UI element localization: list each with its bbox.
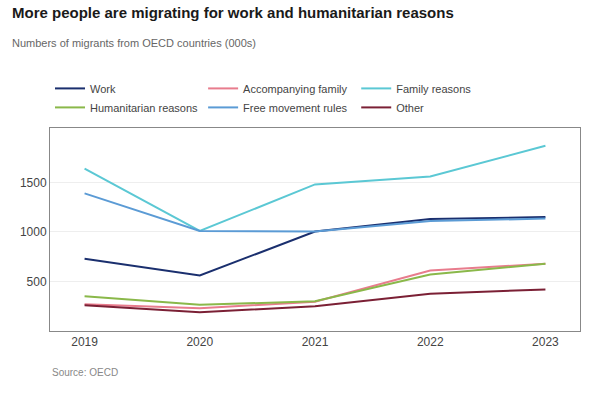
svg-text:2020: 2020 (186, 335, 213, 349)
svg-text:1000: 1000 (20, 225, 47, 239)
svg-text:2019: 2019 (71, 335, 98, 349)
svg-text:Humanitarian reasons: Humanitarian reasons (90, 102, 198, 114)
svg-text:More people are migrating for: More people are migrating for work and h… (12, 4, 454, 21)
svg-text:2023: 2023 (532, 335, 559, 349)
svg-text:Source: OECD: Source: OECD (52, 367, 118, 378)
svg-text:Other: Other (396, 102, 424, 114)
svg-text:Family reasons: Family reasons (396, 83, 471, 95)
svg-text:2021: 2021 (302, 335, 329, 349)
svg-text:Free movement rules: Free movement rules (243, 102, 347, 114)
svg-text:Work: Work (90, 83, 116, 95)
svg-text:Accompanying family: Accompanying family (243, 83, 347, 95)
svg-text:500: 500 (27, 275, 47, 289)
svg-text:Numbers of migrants from OECD: Numbers of migrants from OECD countries … (12, 37, 256, 49)
svg-text:2022: 2022 (417, 335, 444, 349)
svg-text:1500: 1500 (20, 176, 47, 190)
